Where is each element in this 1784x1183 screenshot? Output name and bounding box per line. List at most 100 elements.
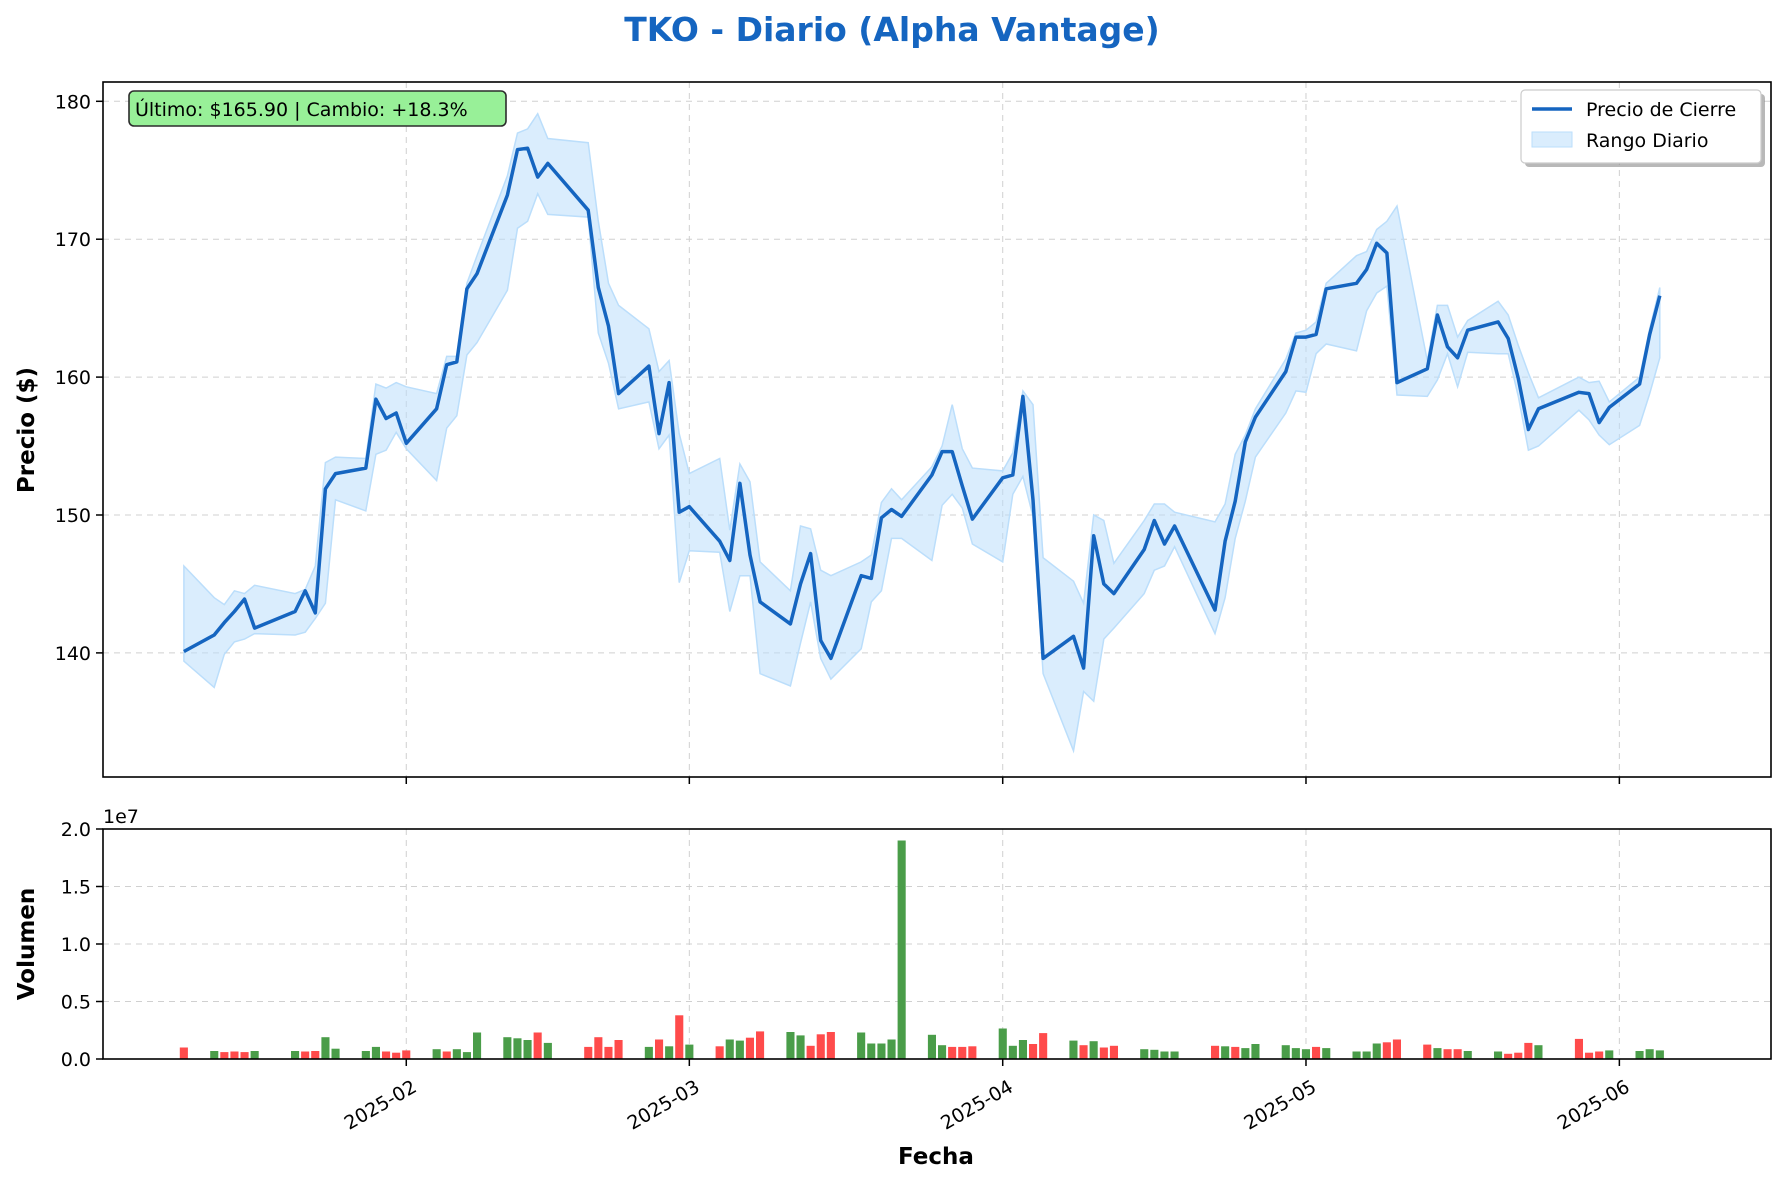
volume-bar	[756, 1031, 765, 1059]
daily-range-area	[183, 112, 1661, 754]
x-tick-label: 2025-04	[937, 1076, 1017, 1135]
volume-bar	[786, 1032, 795, 1059]
volume-bar	[1372, 1043, 1381, 1059]
x-tick-label: 2025-06	[1554, 1076, 1634, 1135]
price-y-ticks: 140 150 160 170 180	[55, 91, 103, 665]
volume-bar	[685, 1044, 694, 1059]
volume-bar	[240, 1052, 249, 1059]
volume-bar	[1514, 1052, 1523, 1059]
volume-bar	[594, 1037, 603, 1059]
volume-bar	[675, 1015, 684, 1059]
volume-bar	[452, 1049, 461, 1059]
volume-bar	[826, 1032, 835, 1059]
volume-bar	[1109, 1045, 1118, 1059]
annotation-box	[128, 90, 507, 127]
annotation-text: Último: $165.90 | Cambio: +18.3%	[135, 97, 468, 121]
volume-bar	[867, 1043, 876, 1059]
x-axis-label: Fecha	[898, 1144, 974, 1170]
volume-bar	[1211, 1045, 1220, 1059]
volume-bar	[1423, 1044, 1432, 1059]
volume-bar	[614, 1040, 623, 1059]
volume-bar	[887, 1039, 896, 1059]
legend-range-label: Rango Diario	[1586, 130, 1708, 152]
price-y-tick-label: 140	[55, 643, 91, 665]
volume-bar	[1251, 1044, 1260, 1059]
volume-bar	[1291, 1048, 1300, 1059]
volume-bar	[715, 1046, 724, 1059]
volume-bar	[1494, 1051, 1503, 1059]
volume-bar	[1150, 1049, 1159, 1059]
volume-bar	[1463, 1051, 1472, 1059]
x-tick-label: 2025-02	[341, 1076, 421, 1135]
volume-bar	[665, 1046, 674, 1059]
volume-bar	[1241, 1048, 1250, 1059]
volume-bar	[179, 1047, 188, 1059]
x-ticks: 2025-02 2025-03 2025-04 2025-05 2025-06	[341, 777, 1634, 1135]
volume-bar	[584, 1046, 593, 1059]
volume-bar	[1635, 1051, 1644, 1059]
close-price-line	[183, 146, 1662, 670]
volume-bar	[998, 1028, 1007, 1059]
volume-y-tick-label: 1.0	[61, 934, 91, 956]
volume-bar	[250, 1051, 259, 1059]
volume-bar	[513, 1038, 522, 1059]
volume-bar	[1382, 1042, 1391, 1059]
volume-bar	[301, 1051, 310, 1059]
volume-bar	[1504, 1053, 1513, 1059]
volume-bar	[1524, 1042, 1533, 1059]
volume-bar	[442, 1051, 451, 1059]
chart-title: TKO - Diario (Alpha Vantage)	[624, 10, 1159, 49]
volume-bar	[796, 1035, 805, 1059]
price-grid	[103, 82, 1771, 777]
price-y-tick-label: 160	[55, 367, 91, 389]
volume-plot-frame	[102, 828, 1772, 1060]
volume-bar	[857, 1032, 866, 1059]
volume-bar	[816, 1034, 825, 1059]
volume-bar	[1301, 1049, 1310, 1059]
volume-bar	[1655, 1050, 1664, 1059]
volume-bar	[473, 1032, 482, 1059]
volume-bar	[927, 1034, 936, 1059]
volume-bar	[1039, 1033, 1048, 1059]
volume-bar	[1089, 1041, 1098, 1059]
volume-bar	[1605, 1050, 1614, 1059]
volume-bar	[938, 1045, 947, 1059]
volume-bar	[503, 1037, 512, 1059]
volume-bar	[806, 1045, 815, 1059]
legend-close-label: Precio de Cierre	[1586, 99, 1736, 121]
volume-bars	[179, 840, 1664, 1059]
volume-bar	[523, 1040, 532, 1059]
volume-bar	[1069, 1040, 1078, 1059]
volume-bar	[1362, 1051, 1371, 1059]
volume-bar	[1312, 1046, 1321, 1059]
volume-bar	[291, 1051, 300, 1059]
volume-bar	[1443, 1049, 1452, 1059]
volume-bar	[462, 1052, 471, 1059]
volume-bar	[735, 1040, 744, 1059]
volume-y-tick-label: 1.5	[61, 877, 91, 899]
volume-bar	[745, 1037, 754, 1059]
volume-bar	[1079, 1045, 1088, 1059]
volume-offset-text: 1e7	[103, 806, 139, 828]
volume-bar	[1231, 1046, 1240, 1059]
volume-bar	[948, 1046, 957, 1059]
volume-bar	[1595, 1051, 1604, 1059]
volume-bar	[968, 1046, 977, 1059]
last-price-annotation: Último: $165.90 | Cambio: +18.3%	[128, 90, 507, 127]
volume-y-ticks: 0.0 0.5 1.0 1.5 2.0	[61, 819, 103, 1071]
volume-bar	[361, 1051, 370, 1059]
volume-bar	[1281, 1045, 1290, 1059]
volume-bar	[644, 1046, 653, 1059]
volume-bar	[1029, 1044, 1038, 1059]
chart-legend: Precio de Cierre Rango Diario	[1520, 89, 1765, 167]
volume-bar	[1322, 1048, 1331, 1059]
volume-bar	[1645, 1049, 1654, 1059]
volume-bar	[1160, 1051, 1169, 1059]
volume-bar	[331, 1048, 340, 1059]
legend-range-swatch	[1531, 131, 1573, 148]
volume-bar	[220, 1052, 229, 1059]
volume-bar	[311, 1051, 320, 1059]
volume-bar	[1433, 1048, 1442, 1059]
